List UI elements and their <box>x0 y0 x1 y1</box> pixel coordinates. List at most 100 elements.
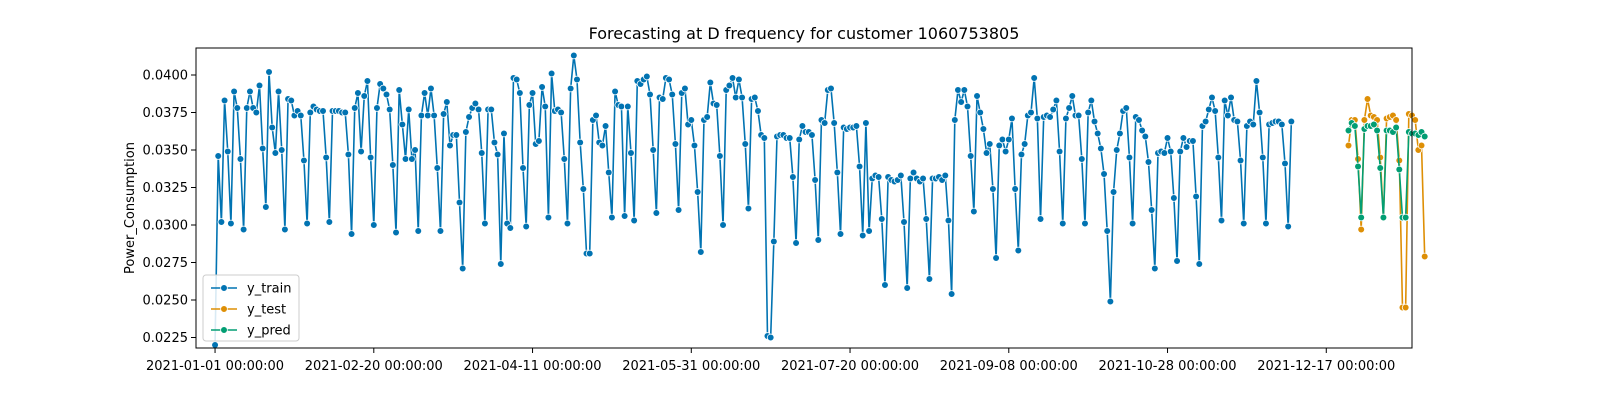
data-point-y_train <box>1224 111 1232 120</box>
data-point-y_train <box>547 69 556 78</box>
data-point-y_train <box>560 155 569 163</box>
data-point-y_train <box>665 75 673 84</box>
data-point-y_pred <box>1392 123 1400 132</box>
data-point-y_train <box>1249 120 1258 129</box>
data-point-y_train <box>941 171 950 180</box>
data-point-y_train <box>989 185 997 193</box>
data-point-y_train <box>855 162 864 171</box>
data-point-y_train <box>874 173 883 181</box>
data-point-y_train <box>268 123 277 132</box>
data-point-y_train <box>516 89 524 97</box>
data-point-y_train <box>427 84 435 93</box>
data-point-y_train <box>630 216 638 225</box>
series-line-y_pred <box>1347 122 1426 219</box>
data-point-y_train <box>525 101 534 109</box>
data-point-y_train <box>738 93 746 102</box>
data-point-y_train <box>1176 147 1185 156</box>
data-point-y_train <box>490 138 499 147</box>
data-point-y_train <box>1046 113 1054 121</box>
data-point-y_train <box>830 119 838 127</box>
data-point-y_test <box>1411 116 1419 124</box>
y-tick-label: 0.0350 <box>143 144 189 159</box>
data-point-y_train <box>1128 219 1137 228</box>
data-point-y_train <box>506 224 515 232</box>
data-point-y_train <box>620 212 629 220</box>
data-point-y_train <box>354 89 362 97</box>
data-point-y_train <box>528 89 537 97</box>
data-point-y_train <box>217 218 226 226</box>
data-point-y_train <box>1192 192 1200 201</box>
data-point-y_train <box>998 135 1007 144</box>
data-point-y_train <box>341 108 350 117</box>
data-point-y_train <box>1208 93 1216 102</box>
data-point-y_train <box>1220 96 1229 105</box>
data-point-y_train <box>414 227 423 235</box>
data-point-y_train <box>1103 227 1112 235</box>
data-point-y_train <box>1163 134 1172 142</box>
y-tick-label: 0.0275 <box>143 256 189 271</box>
data-point-y_train <box>287 96 296 105</box>
data-point-y_train <box>1074 111 1083 120</box>
y-tick-label: 0.0400 <box>143 69 189 84</box>
data-point-y_train <box>827 84 835 93</box>
data-point-y_train <box>573 75 581 84</box>
data-point-y_train <box>643 72 651 81</box>
data-point-y_train <box>754 107 762 115</box>
data-point-y_train <box>1068 92 1077 100</box>
data-point-y_train <box>443 98 451 106</box>
data-point-y_train <box>598 141 607 150</box>
data-point-y_train <box>538 83 546 91</box>
data-point-y_train <box>731 93 740 102</box>
data-point-y_train <box>458 264 467 273</box>
data-point-y_train <box>808 131 816 139</box>
data-point-y_train <box>852 122 861 130</box>
data-point-y_train <box>395 86 404 94</box>
data-point-y_test <box>1401 303 1410 312</box>
data-point-y_train <box>214 152 223 160</box>
data-point-y_train <box>862 119 870 127</box>
data-point-y_train <box>385 105 394 114</box>
data-point-y_train <box>436 227 445 235</box>
data-point-y_train <box>900 218 908 226</box>
data-point-y_train <box>735 75 743 84</box>
data-point-y_train <box>766 333 775 342</box>
data-point-y_train <box>970 207 978 216</box>
data-point-y_train <box>1084 108 1092 117</box>
data-point-y_pred <box>1344 126 1353 135</box>
data-point-y_train <box>1106 297 1115 306</box>
data-point-y_train <box>487 105 496 114</box>
data-point-y_train <box>649 146 657 154</box>
data-point-y_train <box>897 171 905 180</box>
data-point-y_train <box>690 141 699 150</box>
data-point-y_train <box>1170 194 1178 202</box>
data-point-y_train <box>925 275 934 283</box>
data-point-y_pred <box>1420 132 1429 141</box>
data-point-y_train <box>446 141 454 150</box>
data-point-y_train <box>1052 96 1061 105</box>
data-point-y_train <box>750 93 759 102</box>
data-point-y_train <box>792 239 800 247</box>
data-point-y_test <box>1417 141 1426 150</box>
data-point-y_train <box>693 188 702 196</box>
data-point-y_train <box>303 219 311 228</box>
data-point-y_train <box>1058 219 1067 228</box>
series-y_train <box>211 51 1296 349</box>
data-point-y_train <box>652 209 661 217</box>
data-point-y_pred <box>1351 122 1359 130</box>
data-point-y_train <box>617 102 626 111</box>
data-point-y_train <box>865 227 873 235</box>
data-point-y_train <box>319 107 327 115</box>
x-tick-label: 2021-09-08 00:00:00 <box>940 359 1078 374</box>
data-point-y_train <box>1236 156 1245 165</box>
data-point-y_pred <box>1376 164 1385 172</box>
data-point-y_train <box>1214 153 1223 162</box>
legend-label: y_test <box>247 303 286 318</box>
data-point-y_train <box>325 218 334 226</box>
data-point-y_train <box>306 108 315 117</box>
data-point-y_train <box>1125 153 1134 162</box>
data-point-y_train <box>243 104 251 112</box>
data-point-y_train <box>985 140 994 148</box>
x-tick-label: 2021-05-31 00:00:00 <box>622 359 760 374</box>
data-point-y_train <box>1166 147 1175 156</box>
